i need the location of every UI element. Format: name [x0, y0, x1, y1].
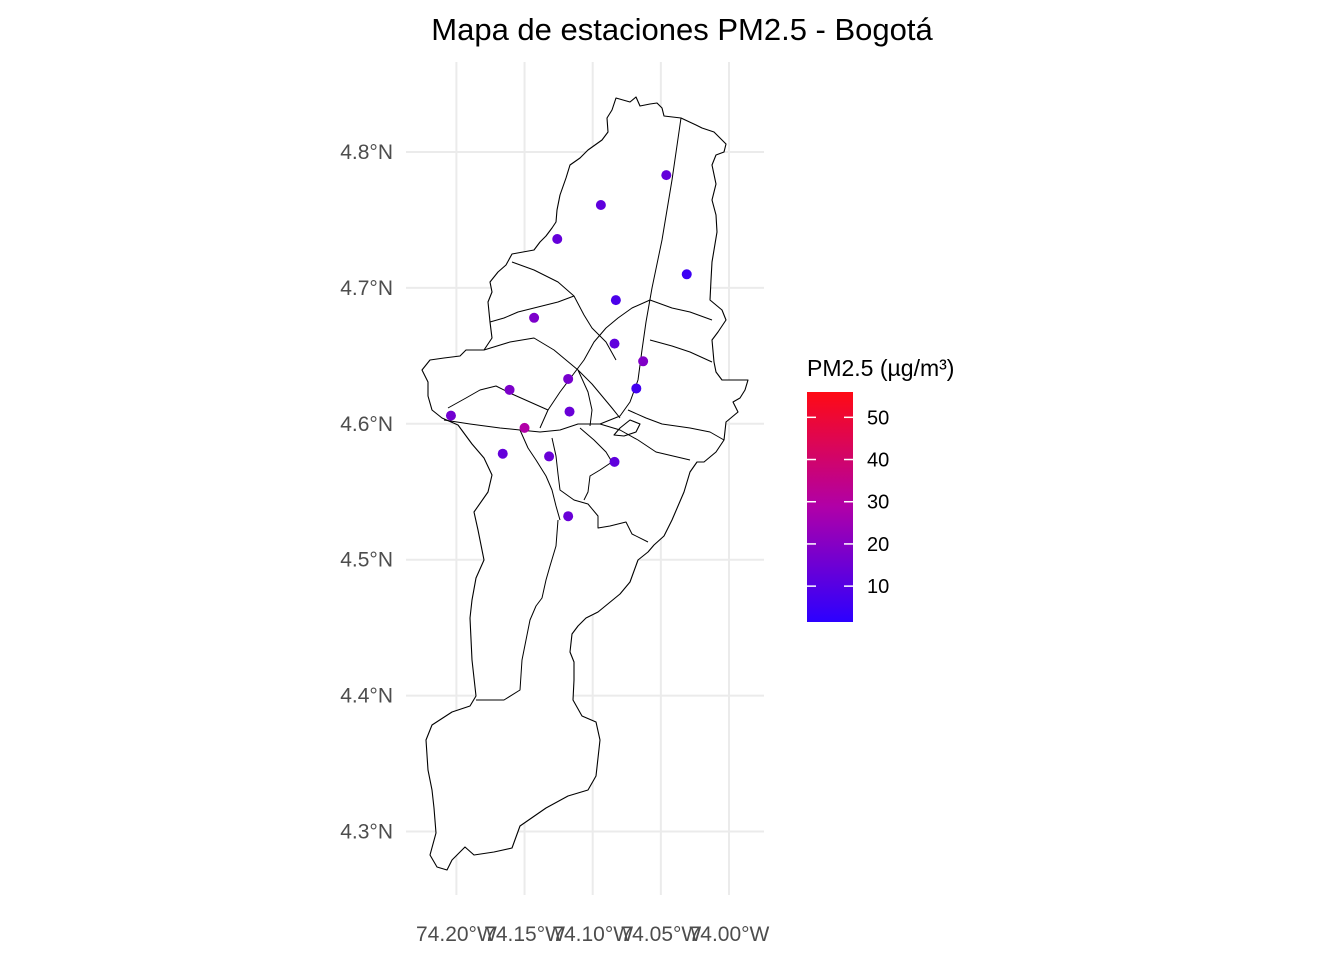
station-point[interactable]	[631, 383, 642, 394]
station-point[interactable]	[563, 511, 574, 522]
locality-line-chapinero	[649, 339, 713, 363]
legend-tick-label: 20	[867, 534, 889, 556]
station-point[interactable]	[563, 373, 574, 384]
x-tick-label: 74.15°W	[484, 923, 565, 946]
locality-line-puente-aranda	[577, 369, 593, 427]
station-point[interactable]	[529, 312, 540, 323]
y-tick-label: 4.3°N	[340, 821, 393, 844]
legend-colorbar	[807, 392, 853, 622]
map-title: Mapa de estaciones PM2.5 - Bogotá	[431, 12, 933, 47]
y-tick-label: 4.7°N	[340, 277, 393, 300]
legend-tick-label: 40	[867, 450, 889, 472]
legend-tick-label: 50	[867, 407, 889, 429]
station-point[interactable]	[595, 200, 606, 211]
locality-line-west-central	[483, 337, 621, 419]
station-point[interactable]	[504, 384, 515, 395]
locality-line-suba-engativa	[511, 261, 617, 361]
y-tick-label: 4.5°N	[340, 549, 393, 572]
locality-line-engativa-fontibon	[489, 295, 575, 323]
x-tick-label: 74.00°W	[689, 923, 770, 946]
y-tick-label: 4.4°N	[340, 685, 393, 708]
station-point[interactable]	[609, 456, 620, 467]
locality-line-san-cristobal	[627, 409, 725, 441]
color-legend: PM2.5 (µg/m³) 10 20 30 40 50	[807, 355, 954, 622]
y-tick-label: 4.6°N	[340, 413, 393, 436]
locality-line-usaquen-suba	[599, 117, 682, 425]
station-points	[445, 170, 692, 522]
station-point[interactable]	[564, 406, 575, 417]
legend-tick-label: 30	[867, 492, 889, 514]
y-tick-label: 4.8°N	[340, 141, 393, 164]
locality-line-ciudad-bolivar	[551, 437, 649, 543]
legend-tick-label: 10	[867, 576, 889, 598]
station-point[interactable]	[661, 170, 672, 181]
x-tick-label: 74.10°W	[552, 923, 633, 946]
x-tick-label: 74.05°W	[620, 923, 701, 946]
station-point[interactable]	[610, 295, 621, 306]
locality-line-north-central	[539, 299, 713, 429]
bogota-boundary	[421, 96, 749, 871]
x-tick-label: 74.20°W	[416, 923, 497, 946]
station-point[interactable]	[681, 269, 692, 280]
reservoir-outline	[613, 419, 641, 437]
station-point[interactable]	[497, 448, 508, 459]
station-point[interactable]	[544, 451, 555, 462]
legend-ticks: 10 20 30 40 50	[807, 407, 889, 598]
locality-line-bosa	[519, 429, 561, 521]
station-point[interactable]	[609, 338, 620, 349]
locality-line-tunjuelito	[579, 427, 613, 501]
locality-line-kennedy	[443, 419, 691, 461]
axis-labels: 74.20°W74.15°W74.10°W74.05°W74.00°W 4.3°N…	[340, 141, 769, 946]
station-point[interactable]	[445, 410, 456, 421]
station-point[interactable]	[519, 422, 530, 433]
legend-title: PM2.5 (µg/m³)	[807, 355, 954, 381]
locality-line-fontibon	[447, 385, 549, 411]
station-point[interactable]	[552, 233, 563, 244]
city-outline	[421, 96, 749, 871]
station-point[interactable]	[638, 356, 649, 367]
locality-line-usme-sumapaz	[476, 519, 559, 701]
